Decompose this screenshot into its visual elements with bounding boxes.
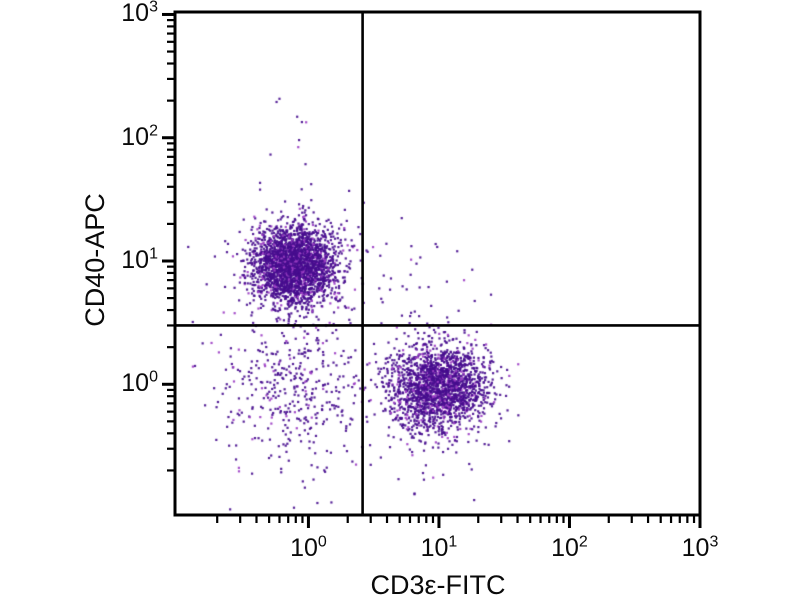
x-tick-label-10e2: 102: [534, 533, 604, 563]
y-tick-base: 10: [121, 369, 150, 398]
y-tick-exponent: 2: [149, 122, 158, 140]
x-tick-label-10e3: 103: [665, 533, 735, 563]
x-tick-exponent: 1: [448, 533, 458, 551]
y-tick-label-10e0: 100: [88, 368, 158, 398]
y-tick-base: 10: [121, 246, 150, 274]
y-axis-title: CD40-APC: [80, 193, 110, 327]
y-tick-base: 10: [121, 0, 150, 28]
x-tick-base: 10: [420, 534, 449, 562]
x-tick-exponent: 3: [709, 533, 719, 551]
y-tick-label-10e1: 101: [88, 245, 158, 275]
y-tick-exponent: 0: [149, 368, 158, 386]
y-tick-label-10e2: 102: [88, 122, 158, 152]
y-tick-label-10e3: 103: [88, 0, 158, 28]
y-tick-exponent: 1: [149, 245, 158, 263]
x-tick-base: 10: [290, 534, 318, 562]
x-tick-exponent: 2: [578, 533, 588, 551]
x-tick-base: 10: [551, 534, 579, 562]
x-tick-label-10e0: 100: [273, 533, 343, 563]
x-axis-title: CD3ε-FITC: [370, 570, 506, 600]
x-tick-label-10e1: 101: [404, 533, 474, 563]
y-tick-exponent: 3: [149, 0, 158, 17]
x-tick-exponent: 0: [317, 533, 327, 551]
y-tick-base: 10: [121, 122, 150, 151]
x-tick-base: 10: [681, 534, 710, 562]
